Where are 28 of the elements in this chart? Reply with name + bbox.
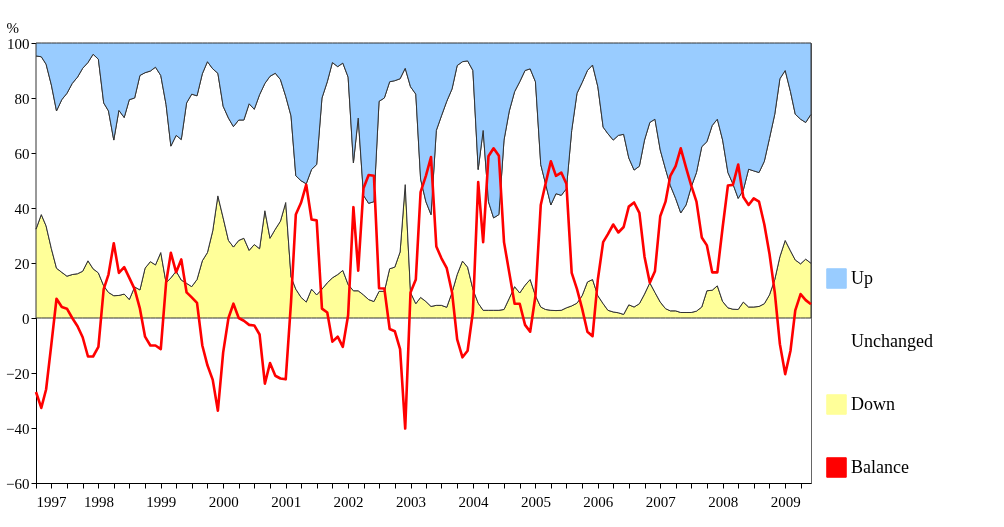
y-axis-title: % [6, 19, 19, 36]
x-tick-label: 2009 [770, 493, 801, 510]
y-tick-label: 0 [22, 310, 30, 327]
y-tick-label: 100 [7, 35, 30, 52]
x-tick-label: 2003 [396, 493, 427, 510]
legend-label: Down [851, 393, 895, 414]
x-tick-label: 2007 [645, 493, 677, 510]
legend-label: Balance [851, 456, 909, 477]
line-series [34, 147, 813, 430]
x-tick-label: 1998 [83, 493, 114, 510]
x-tick-label: 2002 [333, 493, 364, 510]
y-tick-label: 20 [14, 255, 30, 272]
y-tick-label: −20 [6, 365, 30, 382]
x-tick-label: 2006 [583, 493, 614, 510]
x-tick-label: 2005 [520, 493, 551, 510]
y-tick-label: 60 [14, 145, 30, 162]
x-tick-label: 2008 [708, 493, 739, 510]
x-tick-label: 1997 [36, 493, 67, 510]
text: Unchanged [851, 330, 933, 351]
x-tick-label: 1999 [146, 493, 177, 510]
y-tick-label: −60 [6, 475, 30, 492]
x-tick-label: 2000 [208, 493, 239, 510]
x-tick-label: 2004 [458, 493, 489, 510]
y-tick-label: 40 [14, 200, 30, 217]
x-tick-label: 2001 [271, 493, 302, 510]
legend-label: Up [851, 267, 873, 288]
y-tick-label: 80 [14, 90, 30, 107]
y-tick-label: −40 [6, 420, 30, 437]
